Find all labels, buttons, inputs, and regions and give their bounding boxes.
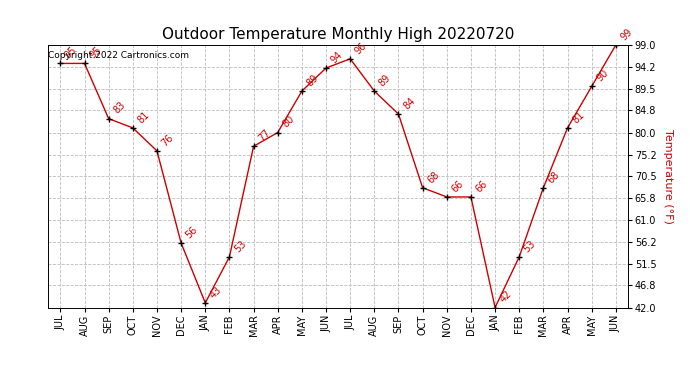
Text: 99: 99	[619, 27, 634, 42]
Text: 66: 66	[450, 178, 465, 194]
Text: 76: 76	[160, 132, 175, 148]
Text: Copyright 2022 Cartronics.com: Copyright 2022 Cartronics.com	[48, 51, 189, 60]
Text: 81: 81	[136, 110, 151, 125]
Text: 68: 68	[546, 169, 562, 185]
Text: 56: 56	[184, 224, 199, 240]
Text: 81: 81	[571, 110, 586, 125]
Text: 95: 95	[63, 45, 79, 61]
Text: 83: 83	[112, 100, 127, 116]
Text: 95: 95	[88, 45, 103, 61]
Text: 66: 66	[474, 178, 489, 194]
Text: 53: 53	[233, 238, 248, 254]
Y-axis label: Temperature (°F): Temperature (°F)	[663, 129, 673, 224]
Text: 42: 42	[498, 289, 513, 305]
Text: 68: 68	[426, 169, 441, 185]
Text: 80: 80	[281, 114, 296, 130]
Text: 84: 84	[402, 96, 417, 111]
Text: 96: 96	[353, 40, 368, 56]
Text: 43: 43	[208, 284, 224, 300]
Text: 89: 89	[305, 72, 320, 88]
Text: 77: 77	[257, 128, 273, 144]
Text: 94: 94	[329, 50, 344, 65]
Title: Outdoor Temperature Monthly High 20220720: Outdoor Temperature Monthly High 2022072…	[162, 27, 514, 42]
Text: 89: 89	[377, 72, 393, 88]
Text: 53: 53	[522, 238, 538, 254]
Text: 90: 90	[595, 68, 610, 84]
